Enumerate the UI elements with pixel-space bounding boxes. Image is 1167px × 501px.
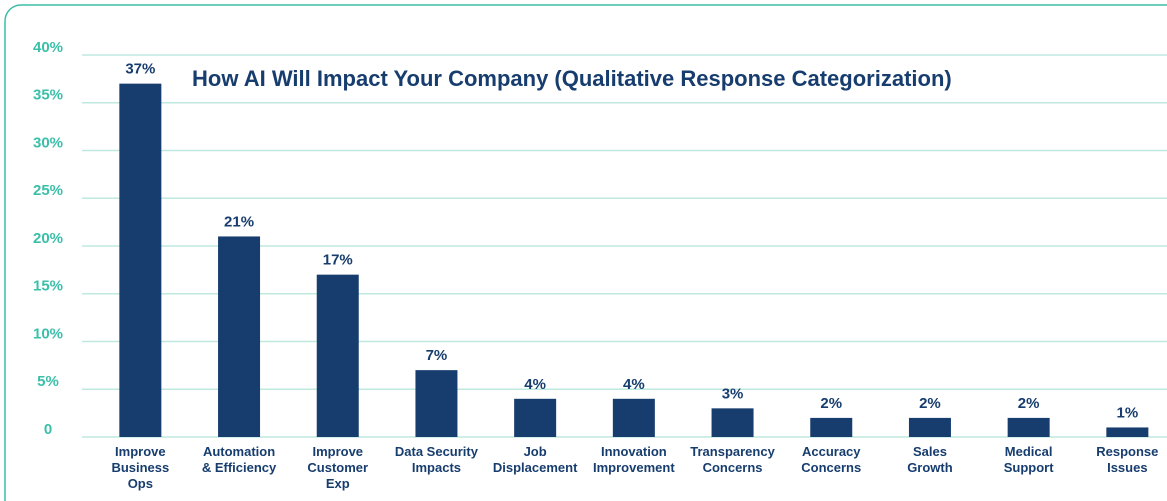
bar	[1106, 427, 1149, 437]
data-label: 3%	[722, 385, 744, 402]
card-border	[4, 4, 1167, 501]
x-tick-label: Job Displacement	[493, 444, 578, 475]
y-tick-label: 40%	[33, 39, 63, 56]
bar	[908, 417, 951, 437]
x-tick-label: Sales Growth	[907, 444, 953, 475]
y-tick-label: 30%	[33, 134, 63, 151]
data-label: 21%	[224, 213, 254, 230]
bar	[1007, 417, 1050, 437]
data-label: 7%	[426, 347, 448, 364]
bar	[316, 274, 359, 437]
data-label: 17%	[323, 252, 353, 269]
x-tick-label: Innovation Improvement	[593, 444, 675, 475]
data-label: 2%	[919, 395, 941, 412]
y-tick-label: 5%	[37, 373, 59, 390]
data-label: 2%	[820, 395, 842, 412]
data-label: 1%	[1117, 404, 1139, 421]
x-tick-label: Automation & Efficiency	[202, 444, 277, 475]
x-tick-label: Response Issues	[1096, 444, 1158, 475]
x-tick-label: Accuracy Concerns	[801, 444, 861, 475]
y-tick-label: 20%	[33, 230, 63, 247]
y-tick-label: 35%	[33, 87, 63, 104]
x-tick-label: Medical Support	[1004, 444, 1054, 475]
data-label: 4%	[524, 376, 546, 393]
bar	[810, 417, 853, 437]
y-tick-label: 10%	[33, 325, 63, 342]
bar	[711, 408, 754, 437]
chart-title: How AI Will Impact Your Company (Qualita…	[192, 66, 952, 91]
bar	[119, 83, 162, 438]
x-tick-label: Improve Business Ops	[111, 444, 169, 491]
data-label: 2%	[1018, 395, 1040, 412]
bar	[218, 236, 261, 437]
y-tick-label: 0	[44, 421, 52, 438]
bar	[415, 370, 458, 437]
bar	[514, 398, 557, 437]
data-label: 37%	[125, 61, 155, 78]
x-tick-label: Improve Customer Exp	[307, 444, 368, 491]
y-tick-label: 15%	[33, 278, 63, 295]
data-label: 4%	[623, 376, 645, 393]
x-tick-label: Data Security Impacts	[395, 444, 479, 475]
y-tick-label: 25%	[33, 182, 63, 199]
x-tick-label: Transparency Concerns	[690, 444, 775, 475]
bar	[612, 398, 655, 437]
